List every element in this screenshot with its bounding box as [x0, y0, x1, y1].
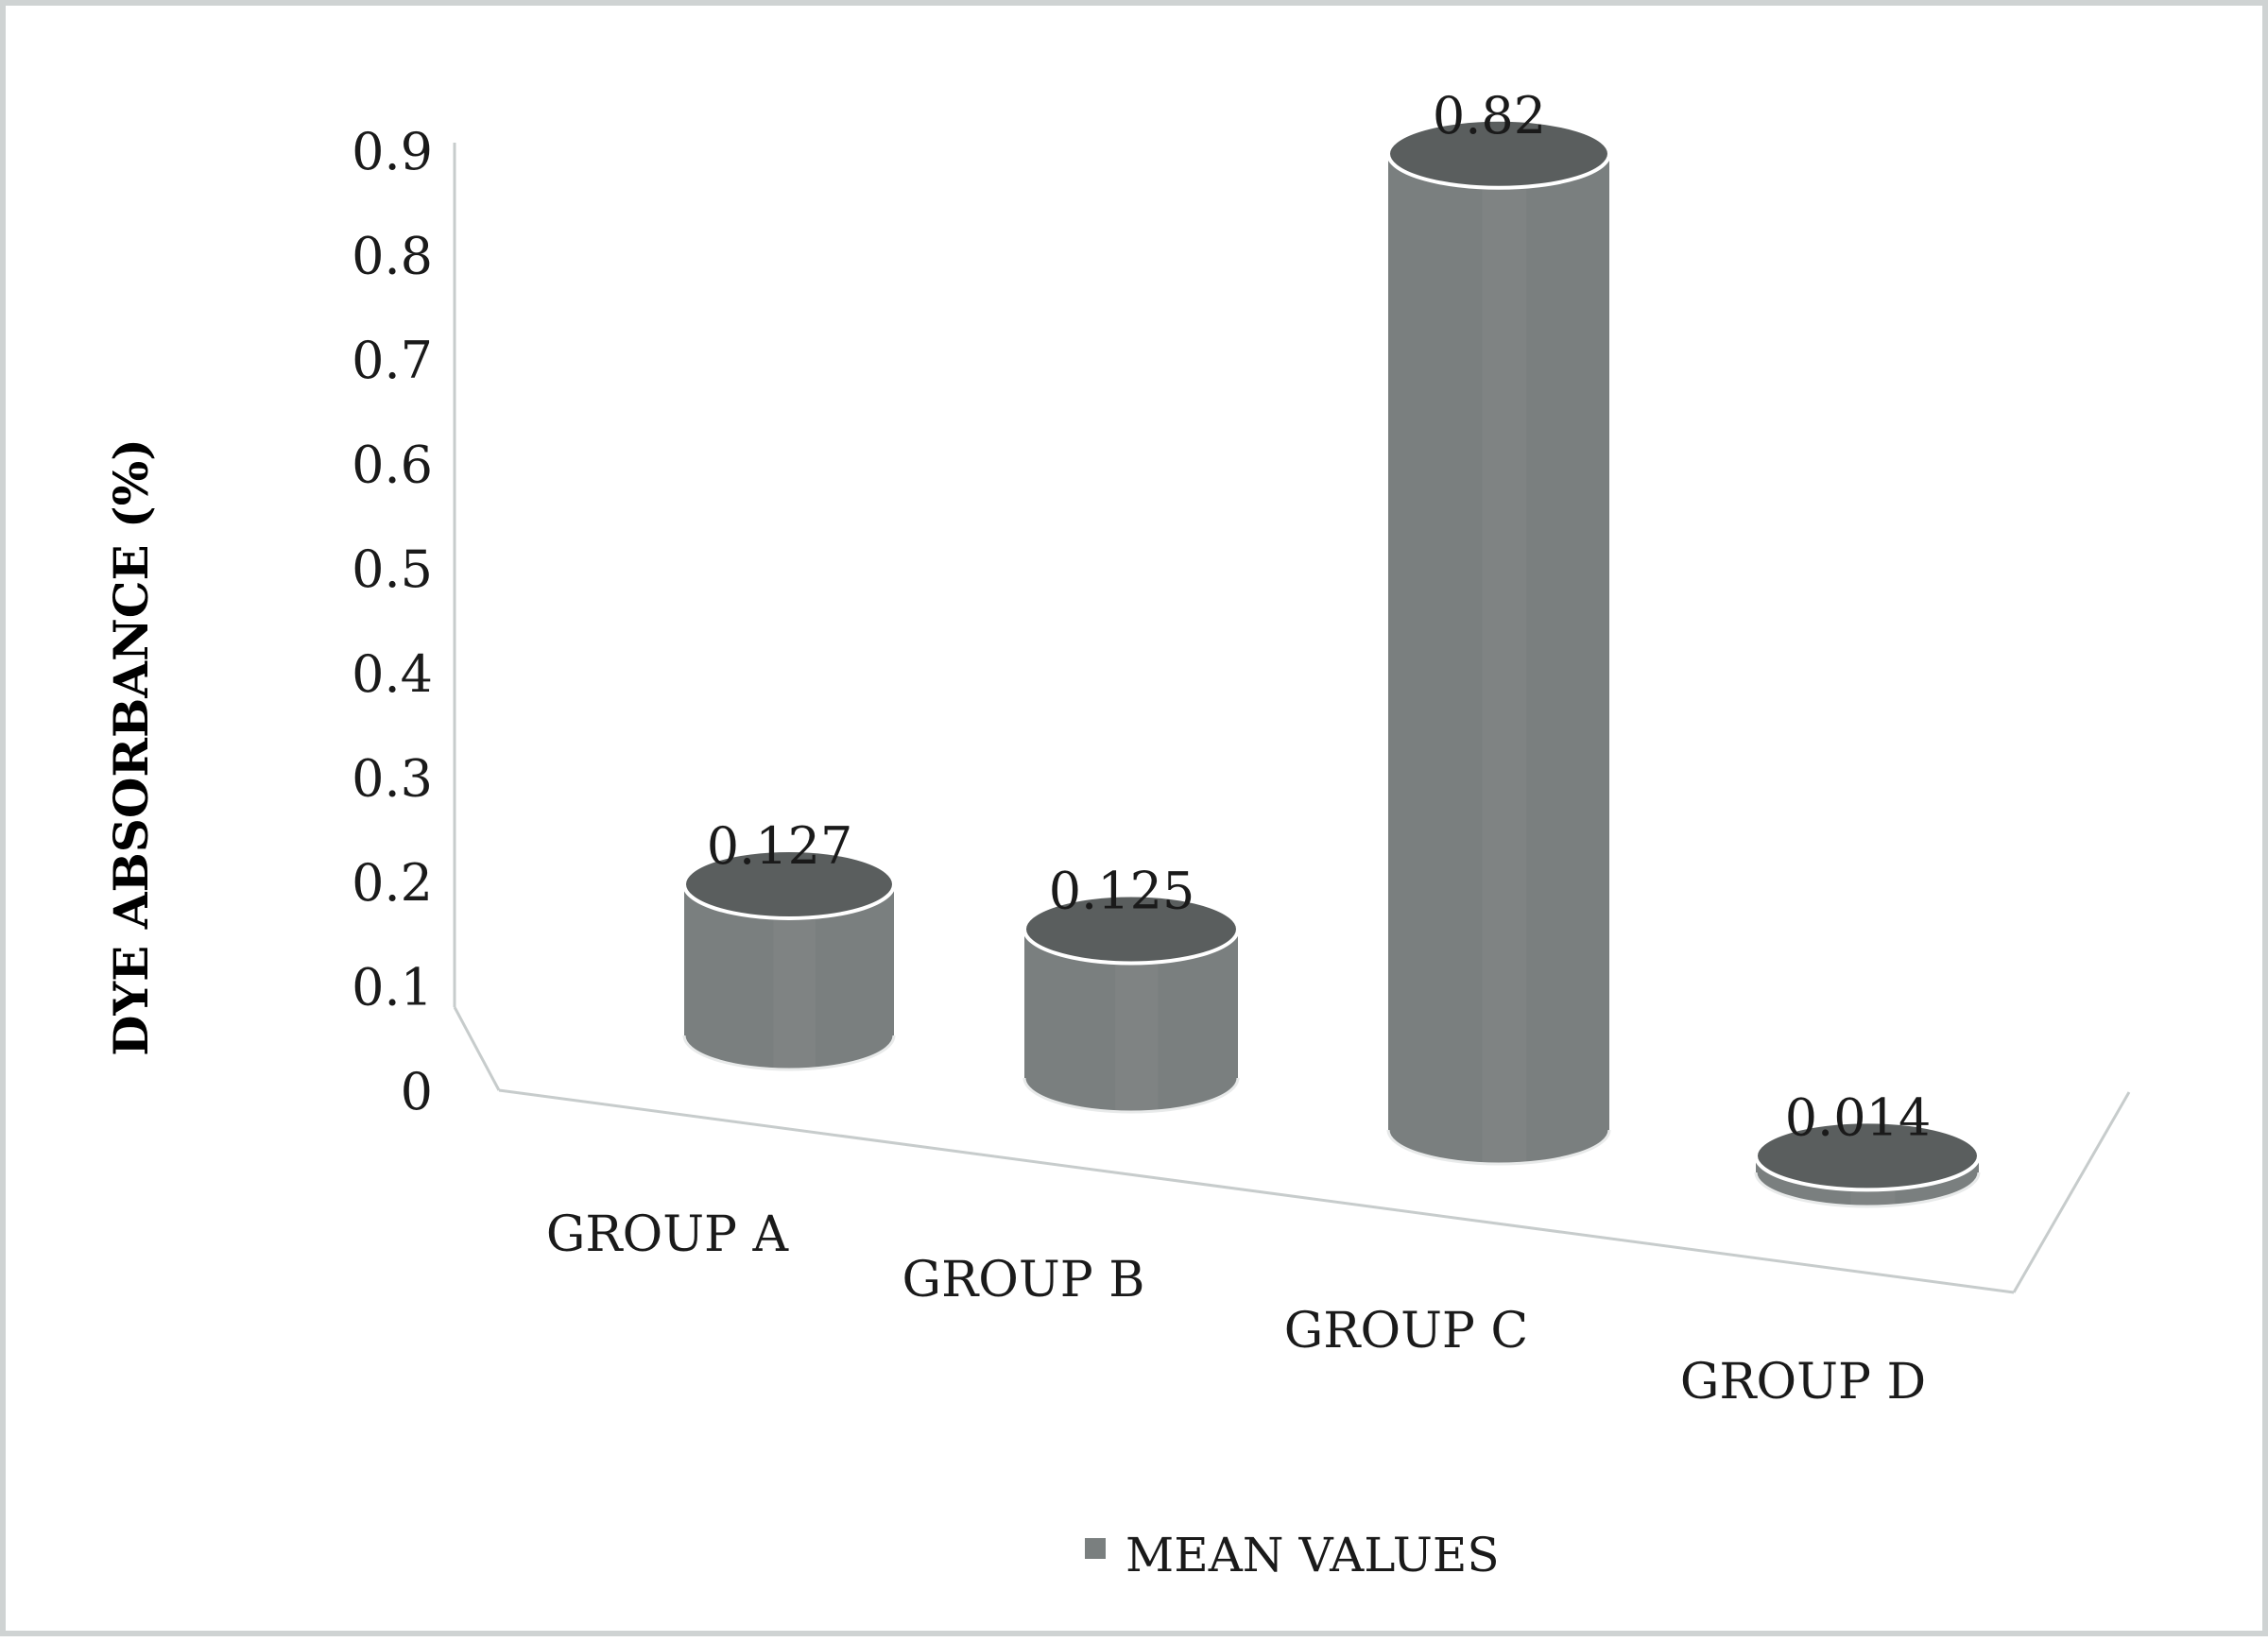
- category-label: GROUP C: [1284, 1303, 1528, 1360]
- y-tick-label: 0.8: [352, 227, 433, 286]
- legend-label: MEAN VALUES: [1125, 1528, 1500, 1582]
- y-tick-label: 0.7: [352, 331, 433, 390]
- category-labels: GROUP A GROUP B GROUP C GROUP D: [546, 1206, 1926, 1411]
- bar-top: [1386, 117, 1611, 190]
- bar-highlight: [1115, 959, 1159, 1111]
- bar-top: [682, 847, 896, 920]
- category-label: GROUP B: [902, 1252, 1145, 1308]
- data-label: 0.127: [707, 816, 853, 876]
- bar-highlight: [773, 915, 816, 1069]
- data-label: 0.014: [1785, 1087, 1932, 1147]
- y-tick-label: 0.6: [352, 436, 433, 495]
- bar-bottom-rim: [682, 1035, 896, 1071]
- bar-top: [1022, 893, 1240, 966]
- data-labels: 0.127 0.125 0.82 0.014: [707, 86, 1932, 1148]
- y-tick-label: 0: [401, 1062, 433, 1121]
- y-ticks: 0 0.1 0.2 0.3 0.4 0.5 0.6 0.7 0.8 0.9: [352, 122, 433, 1121]
- bar-highlight: [1482, 184, 1527, 1163]
- y-tick-label: 0.1: [352, 957, 433, 1017]
- y-tick-label: 0.4: [352, 644, 433, 704]
- bar-bottom-rim: [1022, 1077, 1240, 1114]
- y-tick-label: 0.5: [352, 539, 433, 599]
- y-tick-label: 0.3: [352, 748, 433, 808]
- floor-right-edge: [2012, 1091, 2131, 1293]
- bar-4: [1754, 1120, 1981, 1208]
- bar-2: [1022, 893, 1240, 1114]
- bar-3: [1386, 117, 1611, 1166]
- y-tick-label: 0.2: [352, 853, 433, 913]
- bar-1: [682, 847, 896, 1071]
- bars: [682, 117, 1981, 1208]
- category-label: GROUP D: [1680, 1354, 1926, 1411]
- data-label: 0.125: [1049, 862, 1195, 921]
- y-tick-label: 0.9: [352, 122, 433, 181]
- category-label: GROUP A: [546, 1206, 790, 1263]
- floor-left-edge: [453, 1006, 501, 1091]
- axes-group: [453, 143, 2131, 1294]
- legend: MEAN VALUES: [1085, 1528, 1500, 1582]
- floor-front-edge: [498, 1088, 2015, 1294]
- legend-swatch: [1085, 1538, 1106, 1559]
- chart-svg: 00.10.20.30.40.50.60.70.80.9 GROUP AGROU…: [103, 86, 2131, 1582]
- bar-top: [1754, 1120, 1981, 1192]
- y-axis-title: DYE ABSORBANCE (%): [103, 438, 159, 1056]
- bar-bottom-rim: [1386, 1129, 1611, 1166]
- data-label: 0.82: [1433, 86, 1546, 145]
- bar-bottom-rim: [1754, 1172, 1981, 1208]
